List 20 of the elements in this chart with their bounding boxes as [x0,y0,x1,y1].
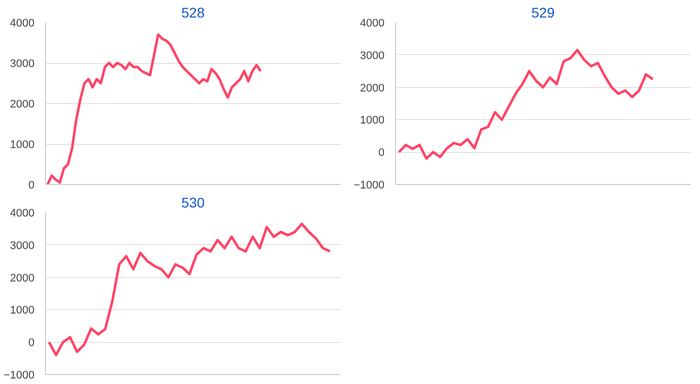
y-tick-label: 0 [378,147,385,160]
y-tick-label: 4000 [360,18,385,30]
y-tick-label: −1000 [354,180,385,192]
y-tick-label: 1000 [10,139,35,151]
y-tick-label: 0 [28,337,35,350]
y-tick-label: 3000 [360,50,385,62]
y-tick-label: 4000 [10,18,35,30]
y-tick-label: 2000 [10,272,35,284]
y-tick-label: 1000 [10,304,35,317]
y-tick-label: 2000 [360,82,385,94]
y-tick-label: 3000 [10,58,35,70]
y-tick-label: 1000 [360,114,385,127]
chart-title: 528 [181,4,205,20]
y-tick-label: 3000 [10,240,35,252]
y-tick-label: −1000 [4,370,35,382]
chart-title: 529 [531,4,555,20]
y-tick-label: 4000 [10,208,35,220]
chart-title: 530 [181,194,205,210]
y-tick-label: 0 [28,180,35,192]
y-tick-label: 2000 [10,98,35,110]
